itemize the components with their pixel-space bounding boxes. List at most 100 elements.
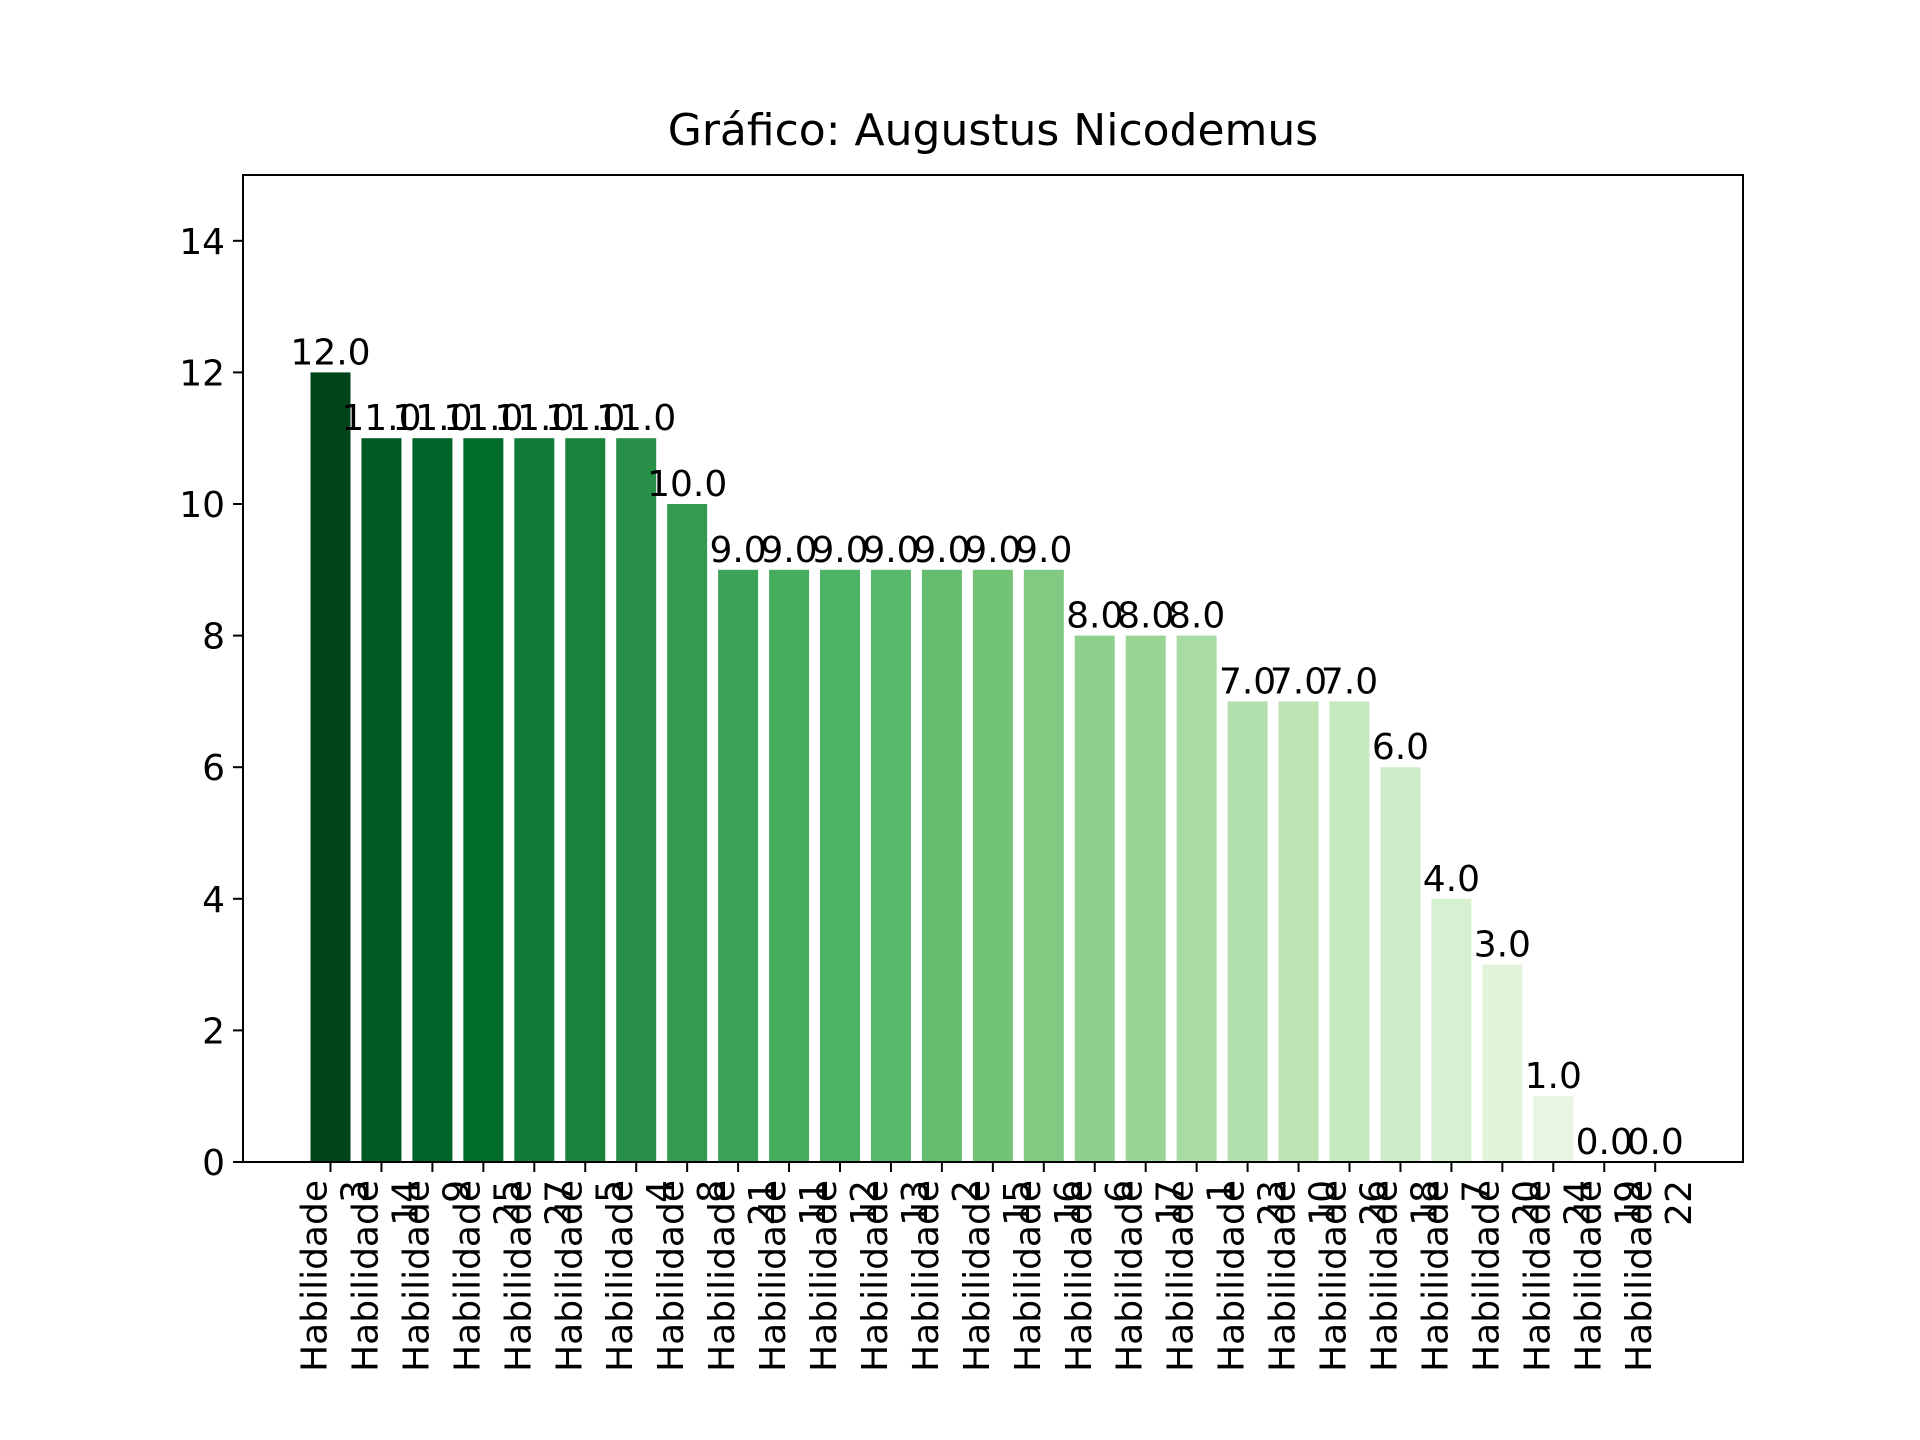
x-tick-label: Habilidade21 [702,1180,783,1372]
y-axis: 0 2 4 6 8 10 12 14 [179,222,243,1184]
y-tick-label: 2 [202,1011,225,1052]
x-tick-label: Habilidade22 [1619,1180,1700,1372]
data-label: 11.0 [596,398,676,439]
svg-text:Habilidade22: Habilidade22 [1619,1180,1700,1372]
bar [921,569,962,1162]
svg-text:Habilidade10: Habilidade10 [1263,1180,1344,1372]
svg-text:Habilidade19: Habilidade19 [1568,1180,1649,1372]
x-tick-label: Habilidade1 [1161,1180,1242,1372]
svg-text:Habilidade4: Habilidade4 [600,1180,681,1372]
svg-text:Habilidade12: Habilidade12 [804,1180,885,1372]
bar [463,438,504,1162]
x-tick-label: Habilidade11 [753,1180,834,1372]
plot-frame [242,174,1744,1163]
data-label: 8.0 [1168,596,1225,637]
bar [412,438,453,1162]
data-label: 11.0 [545,398,625,439]
svg-text:Habilidade15: Habilidade15 [957,1180,1038,1372]
x-tick-label: Habilidade27 [498,1180,579,1372]
svg-text:Habilidade24: Habilidade24 [1517,1180,1598,1372]
bar [1125,635,1166,1162]
data-label: 1.0 [1525,1056,1582,1097]
x-tick-label: Habilidade16 [1008,1180,1089,1372]
x-tick-label: Habilidade14 [345,1180,426,1372]
bar [565,438,606,1162]
bar [1227,701,1268,1162]
chart-title: Gráfico: Augustus Nicodemus [668,105,1318,156]
x-tick-label: Habilidade12 [804,1180,885,1372]
data-label: 11.0 [341,398,421,439]
bar [718,569,759,1162]
value-labels: 12.011.011.011.011.011.011.010.09.09.09.… [290,332,1683,1163]
x-tick-label: Habilidade2 [906,1180,987,1372]
bar [1482,964,1523,1162]
svg-text:Habilidade11: Habilidade11 [753,1180,834,1372]
svg-text:Habilidade27: Habilidade27 [498,1180,579,1372]
bar [1329,701,1370,1162]
y-tick-label: 10 [179,485,225,526]
x-tick-label: Habilidade10 [1263,1180,1344,1372]
data-label: 11.0 [392,398,472,439]
y-tick-label: 14 [179,222,225,263]
x-tick-label: Habilidade19 [1568,1180,1649,1372]
y-tick-label: 0 [202,1143,225,1184]
x-tick-label: Habilidade20 [1466,1180,1547,1372]
data-label: 7.0 [1321,661,1378,702]
data-label: 4.0 [1423,859,1480,900]
x-tick-label: Habilidade13 [855,1180,936,1372]
bar [1431,898,1472,1162]
data-label: 7.0 [1270,661,1327,702]
bar [1278,701,1319,1162]
svg-text:Habilidade1: Habilidade1 [1161,1180,1242,1372]
bar [870,569,911,1162]
y-tick-label: 4 [202,880,225,921]
svg-text:Habilidade13: Habilidade13 [855,1180,936,1372]
x-tick-label: Habilidade15 [957,1180,1038,1372]
x-tick-label: Habilidade23 [1212,1180,1293,1372]
data-label: 11.0 [494,398,574,439]
bar [1533,1096,1574,1162]
bar [1074,635,1115,1162]
x-tick-label: Habilidade17 [1110,1180,1191,1372]
svg-text:Habilidade9: Habilidade9 [396,1180,477,1372]
x-axis: Habilidade3Habilidade14Habilidade9Habili… [295,1162,1700,1372]
svg-text:Habilidade7: Habilidade7 [1415,1180,1496,1372]
data-label: 9.0 [709,530,766,571]
x-tick-label: Habilidade5 [549,1180,630,1372]
data-label: 3.0 [1474,925,1531,966]
y-tick-label: 12 [179,353,225,394]
data-label: 10.0 [647,464,727,505]
data-label: 6.0 [1372,727,1429,768]
bar [361,438,402,1162]
bar [820,569,860,1162]
x-tick-label: Habilidade4 [600,1180,681,1372]
svg-text:Habilidade23: Habilidade23 [1212,1180,1293,1372]
x-tick-label: Habilidade6 [1059,1180,1140,1372]
bar [769,569,810,1162]
data-label: 9.0 [862,530,919,571]
svg-text:Habilidade14: Habilidade14 [345,1180,426,1372]
bar [1380,767,1421,1162]
x-tick-label: Habilidade7 [1415,1180,1496,1372]
data-label: 9.0 [964,530,1021,571]
bar [616,438,657,1162]
bar [972,569,1013,1162]
x-tick-label: Habilidade24 [1517,1180,1598,1372]
svg-text:Habilidade2: Habilidade2 [906,1180,987,1372]
data-label: 8.0 [1117,596,1174,637]
bar [310,372,351,1162]
svg-text:Habilidade3: Habilidade3 [295,1180,376,1372]
data-label: 7.0 [1219,661,1276,702]
data-label: 9.0 [1015,530,1072,571]
x-tick-label: Habilidade3 [295,1180,376,1372]
svg-text:Habilidade5: Habilidade5 [549,1180,630,1372]
svg-text:Habilidade16: Habilidade16 [1008,1180,1089,1372]
x-tick-label: Habilidade18 [1364,1180,1445,1372]
bar [667,504,708,1162]
x-tick-label: Habilidade9 [396,1180,477,1372]
x-tick-label: Habilidade25 [447,1180,528,1372]
svg-text:Habilidade26: Habilidade26 [1314,1180,1395,1372]
bar [514,438,555,1162]
svg-text:Habilidade18: Habilidade18 [1364,1180,1445,1372]
